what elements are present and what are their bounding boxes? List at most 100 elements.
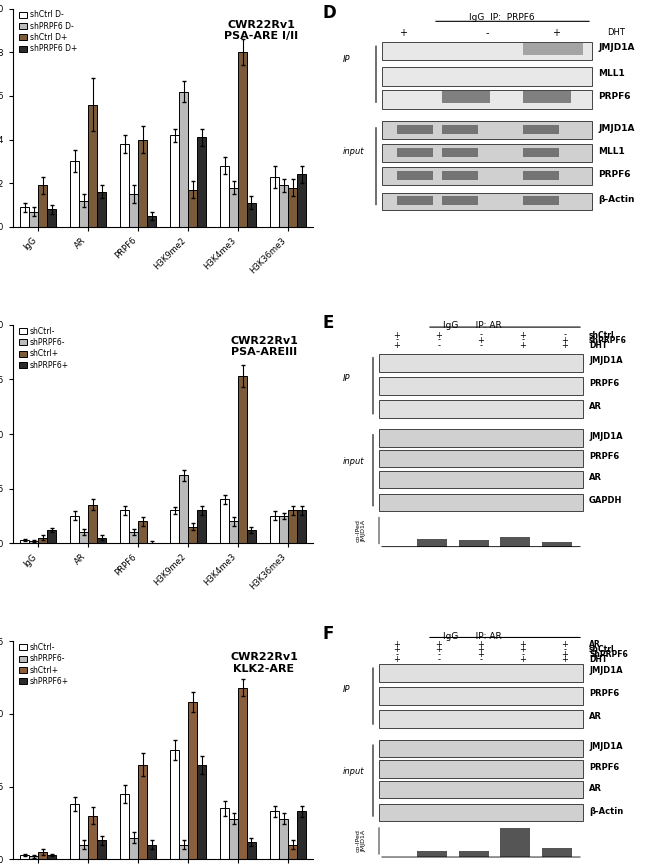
Bar [297, 812, 306, 859]
Text: +: + [436, 645, 443, 654]
Bar [541, 848, 571, 857]
Text: +: + [478, 336, 484, 345]
Bar [442, 171, 478, 180]
Text: -: - [437, 655, 441, 664]
Text: JMJD1A: JMJD1A [589, 431, 623, 441]
Bar [120, 794, 129, 859]
Bar [379, 377, 583, 395]
Text: -: - [564, 645, 567, 654]
Bar [247, 530, 256, 543]
Bar [270, 176, 279, 227]
Text: AR: AR [589, 402, 602, 411]
Bar [379, 399, 583, 418]
Bar [197, 510, 206, 543]
Text: shPRPF6: shPRPF6 [589, 336, 627, 345]
Bar [129, 194, 138, 227]
Text: IP: IP [343, 55, 350, 63]
Bar [379, 664, 583, 682]
Text: +: + [519, 640, 526, 648]
Legend: shCtrl-, shPRPF6-, shCtrl+, shPRPF6+: shCtrl-, shPRPF6-, shCtrl+, shPRPF6+ [17, 325, 72, 372]
Text: -: - [395, 336, 398, 345]
Text: -: - [521, 336, 525, 345]
Bar [382, 122, 592, 139]
Bar [382, 68, 592, 86]
Text: E: E [322, 314, 333, 332]
Bar [238, 52, 247, 227]
Text: IgG  IP:  PRPF6: IgG IP: PRPF6 [469, 13, 535, 23]
Bar [382, 42, 592, 61]
Text: +: + [562, 640, 569, 648]
Text: +: + [562, 336, 569, 345]
Text: shCtrl: shCtrl [589, 645, 615, 654]
Bar [247, 203, 256, 227]
Text: +: + [478, 650, 484, 659]
Bar [170, 750, 179, 859]
Bar [70, 516, 79, 543]
Bar [220, 166, 229, 227]
Bar [70, 161, 79, 227]
Text: CWR22Rv1
PSA-ARE I/II: CWR22Rv1 PSA-ARE I/II [224, 20, 298, 41]
Text: AR: AR [589, 713, 602, 721]
Text: JMJD1A: JMJD1A [598, 43, 634, 52]
Text: input: input [343, 147, 365, 155]
Bar [382, 193, 592, 210]
Bar [279, 819, 288, 859]
Bar [147, 216, 156, 227]
Bar [279, 186, 288, 227]
Text: +: + [519, 340, 526, 350]
Text: PRPF6: PRPF6 [598, 170, 630, 179]
Bar [38, 186, 47, 227]
Text: DHT: DHT [589, 655, 607, 664]
Bar [79, 201, 88, 227]
Bar [247, 842, 256, 859]
Text: IP: IP [343, 374, 350, 384]
Text: -: - [437, 650, 441, 659]
Bar [229, 819, 238, 859]
Bar [379, 494, 583, 511]
Bar [379, 687, 583, 706]
Bar [288, 845, 297, 859]
Text: AR: AR [589, 473, 602, 483]
Bar [197, 137, 206, 227]
Bar [179, 91, 188, 227]
Text: PRPF6: PRPF6 [589, 689, 619, 698]
Bar [523, 125, 559, 134]
Bar [379, 470, 583, 488]
Text: JMJD1A: JMJD1A [598, 124, 634, 133]
Bar [29, 541, 38, 543]
Bar [88, 816, 97, 859]
Text: IgG      IP: AR: IgG IP: AR [443, 632, 501, 641]
Text: input: input [343, 457, 365, 466]
Text: F: F [322, 625, 333, 643]
Bar [238, 376, 247, 543]
Text: -: - [480, 340, 482, 350]
Text: AR: AR [589, 784, 602, 792]
Bar [138, 765, 147, 859]
Text: +: + [478, 640, 484, 648]
Bar [97, 192, 106, 227]
Bar [442, 91, 490, 103]
Bar [379, 804, 583, 821]
Bar [541, 542, 571, 547]
Text: -: - [437, 336, 441, 345]
Text: +: + [562, 655, 569, 664]
Bar [379, 353, 583, 372]
Bar [379, 450, 583, 467]
Text: +: + [436, 640, 443, 648]
Text: +: + [519, 645, 526, 654]
Text: +: + [436, 331, 443, 339]
Text: +: + [562, 340, 569, 350]
Text: -: - [480, 655, 482, 664]
Bar [88, 105, 97, 227]
Bar [297, 174, 306, 227]
Bar [29, 857, 38, 859]
Bar [129, 532, 138, 543]
Bar [129, 838, 138, 859]
Bar [79, 845, 88, 859]
Text: co-IPed
JMJD1A: co-IPed JMJD1A [356, 519, 367, 542]
Bar [523, 43, 583, 55]
Bar [38, 852, 47, 859]
Bar [397, 196, 433, 205]
Bar [20, 540, 29, 543]
Text: -: - [564, 331, 567, 339]
